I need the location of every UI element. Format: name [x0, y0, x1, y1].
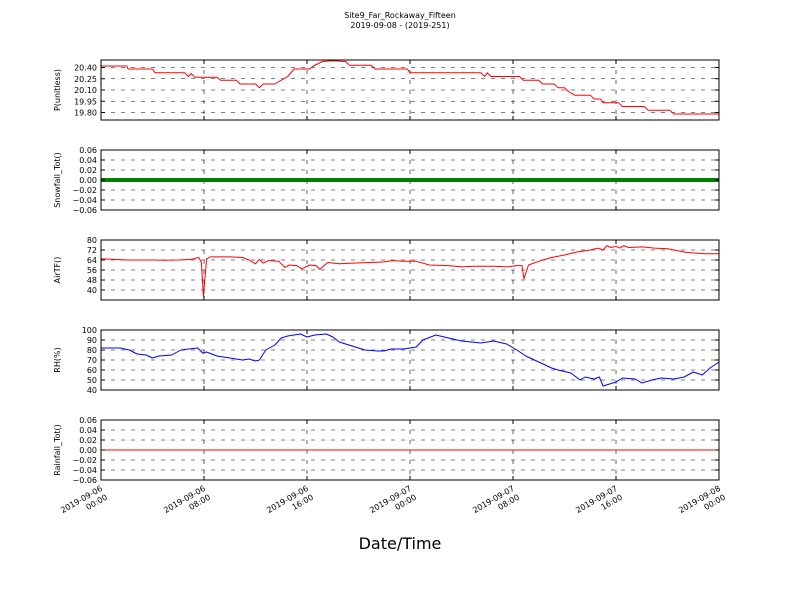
x-tick-label: 2019-09-0608:00	[162, 484, 212, 524]
y-tick-label: 90	[87, 336, 97, 345]
y-axis-label: AirTF()	[53, 257, 62, 284]
y-tick-label: 0.06	[79, 146, 97, 155]
y-tick-label: 19.95	[74, 97, 97, 106]
y-tick-label: 20.40	[74, 64, 97, 73]
y-tick-label: 19.80	[74, 109, 97, 118]
y-tick-label: 56	[87, 266, 97, 275]
series-line	[101, 333, 720, 387]
series-line	[100, 245, 719, 297]
y-tick-label: 64	[87, 256, 97, 265]
y-tick-label: −0.04	[72, 466, 97, 475]
y-tick-label: 100	[82, 326, 97, 335]
y-tick-label: 0.00	[79, 446, 97, 455]
y-tick-label: −0.02	[72, 456, 97, 465]
x-tick-label: 2019-09-0700:00	[368, 484, 418, 524]
panel-1: 20.40 20.25 20.10 19.95 19.80 P(unitless)	[53, 59, 720, 121]
y-tick-label: 50	[87, 376, 97, 385]
y-tick-label: 0.02	[79, 166, 97, 175]
x-tick-label: 2019-09-0600:00	[59, 484, 109, 524]
y-tick-label: 40	[87, 286, 97, 295]
y-tick-label: −0.06	[72, 476, 97, 485]
chart-subtitle: 2019-09-08 - (2019-251)	[350, 21, 450, 30]
y-axis-label: Snowfall_Tot()	[53, 152, 62, 208]
y-tick-label: 0.02	[79, 436, 97, 445]
x-axis-label: Date/Time	[358, 534, 442, 553]
y-tick-label: 0.06	[79, 416, 97, 425]
y-tick-label: 60	[87, 366, 97, 375]
y-tick-label: −0.06	[72, 206, 97, 215]
chart-title: Site9_Far_Rockaway_Fifteen	[344, 11, 456, 20]
y-tick-label: 80	[87, 346, 97, 355]
y-tick-label: 20.25	[74, 75, 97, 84]
x-tick-label: 2019-09-0800:00	[677, 484, 727, 524]
panel-2: 0.060.040.020.00−0.02−0.04−0.06 Snowfall_…	[53, 146, 720, 215]
y-axis-label: RH(%)	[53, 347, 62, 372]
y-tick-label: 48	[87, 276, 97, 285]
y-axis-label: Rainfall_Tot()	[53, 424, 62, 476]
x-tick-label: 2019-09-0616:00	[265, 484, 315, 524]
y-tick-label: 0.04	[79, 156, 97, 165]
x-tick-label: 2019-09-0716:00	[574, 484, 624, 524]
y-tick-label: 70	[87, 356, 97, 365]
y-tick-label: 80	[87, 236, 97, 245]
series-line	[101, 60, 719, 115]
y-tick-label: 20.10	[74, 86, 97, 95]
y-axis-label: P(unitless)	[53, 69, 62, 111]
y-tick-label: −0.02	[72, 186, 97, 195]
y-tick-label: 72	[87, 246, 97, 255]
panel-5: 0.060.040.020.00−0.02−0.04−0.06 Rainfall_…	[53, 416, 720, 485]
y-tick-label: −0.04	[72, 196, 97, 205]
y-tick-label: 0.04	[79, 426, 97, 435]
y-tick-label: 0.00	[79, 176, 97, 185]
y-tick-label: 40	[87, 386, 97, 395]
x-tick-label: 2019-09-0708:00	[471, 484, 521, 524]
